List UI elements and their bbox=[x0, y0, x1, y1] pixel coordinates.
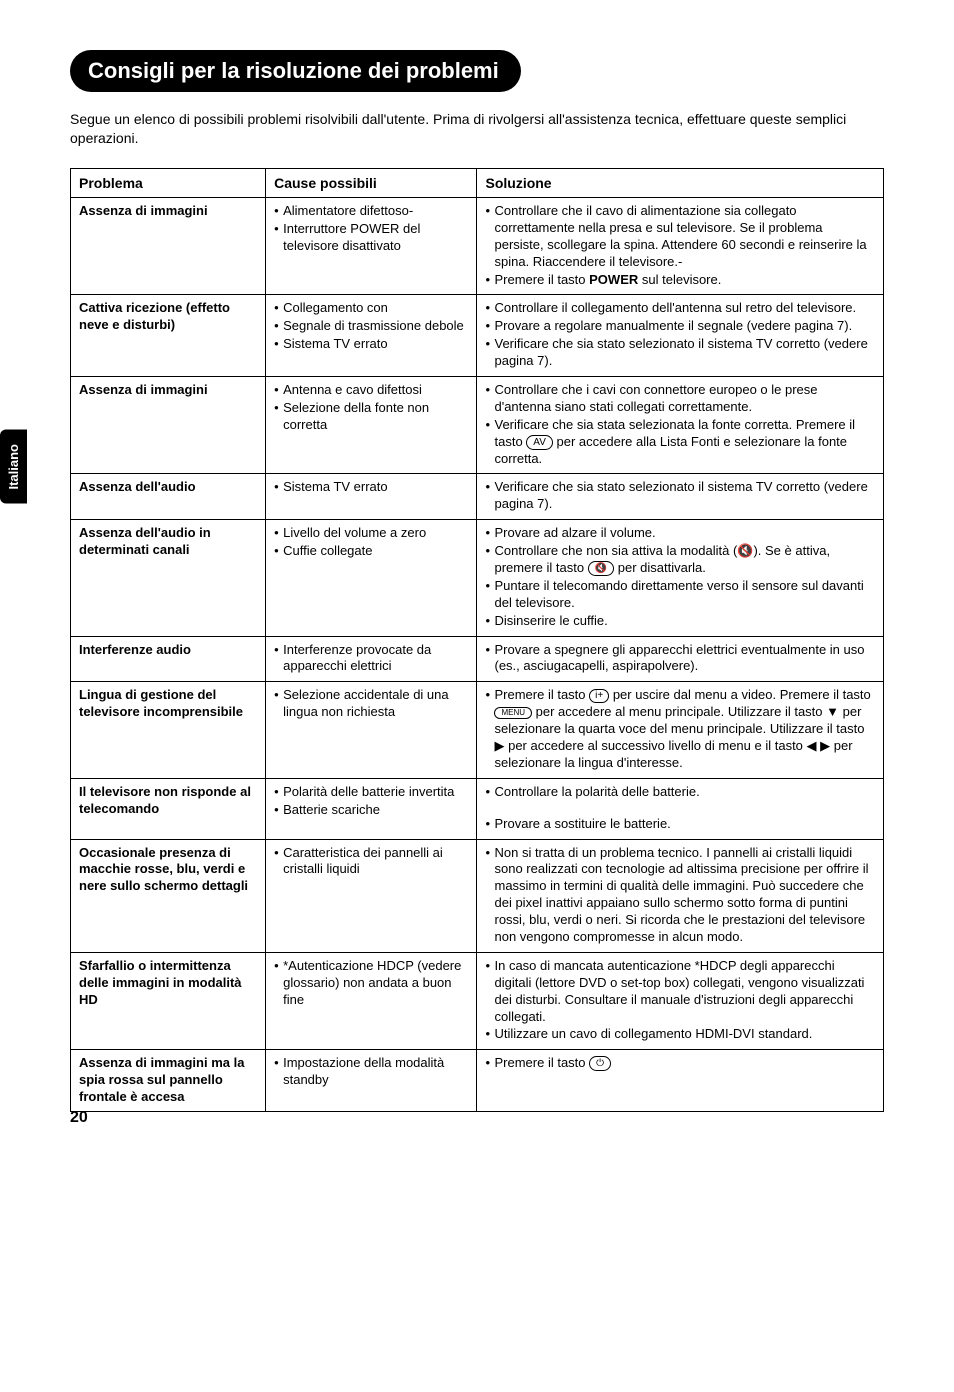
cause-cell: Livello del volume a zeroCuffie collegat… bbox=[266, 520, 477, 636]
problem-cell: Sfarfallio o intermittenza delle immagin… bbox=[71, 952, 266, 1049]
problem-cell: Occasionale presenza di macchie rosse, b… bbox=[71, 839, 266, 952]
problem-cell: Assenza di immagini ma la spia rossa sul… bbox=[71, 1050, 266, 1112]
troubleshooting-table: Problema Cause possibili Soluzione Assen… bbox=[70, 168, 884, 1112]
table-row: Cattiva ricezione (effetto neve e distur… bbox=[71, 295, 884, 377]
cause-cell: *Autenticazione HDCP (vedere glossario) … bbox=[266, 952, 477, 1049]
header-problem: Problema bbox=[71, 168, 266, 197]
cause-cell: Caratteristica dei pannelli ai cristalli… bbox=[266, 839, 477, 952]
page-number: 20 bbox=[70, 1109, 88, 1127]
solution-cell: Premere il tasto i+ per uscire dal menu … bbox=[477, 682, 884, 778]
solution-cell: Controllare il collegamento dell'antenna… bbox=[477, 295, 884, 377]
problem-cell: Assenza dell'audio bbox=[71, 474, 266, 520]
table-row: Assenza di immaginiAlimentatore difettos… bbox=[71, 197, 884, 294]
side-tab-language: Italiano bbox=[0, 430, 27, 504]
cause-cell: Antenna e cavo difettosiSelezione della … bbox=[266, 376, 477, 473]
cause-cell: Interferenze provocate da apparecchi ele… bbox=[266, 636, 477, 682]
table-row: Assenza dell'audioSistema TV erratoVerif… bbox=[71, 474, 884, 520]
problem-cell: Interferenze audio bbox=[71, 636, 266, 682]
solution-cell: Controllare che il cavo di alimentazione… bbox=[477, 197, 884, 294]
cause-cell: Collegamento conSegnale di trasmissione … bbox=[266, 295, 477, 377]
problem-cell: Assenza di immagini bbox=[71, 197, 266, 294]
table-row: Assenza di immagini ma la spia rossa sul… bbox=[71, 1050, 884, 1112]
table-row: Assenza di immaginiAntenna e cavo difett… bbox=[71, 376, 884, 473]
problem-cell: Cattiva ricezione (effetto neve e distur… bbox=[71, 295, 266, 377]
solution-cell: Provare a spegnere gli apparecchi elettr… bbox=[477, 636, 884, 682]
table-row: Sfarfallio o intermittenza delle immagin… bbox=[71, 952, 884, 1049]
solution-cell: Verificare che sia stato selezionato il … bbox=[477, 474, 884, 520]
problem-cell: Assenza di immagini bbox=[71, 376, 266, 473]
solution-cell: Non si tratta di un problema tecnico. I … bbox=[477, 839, 884, 952]
cause-cell: Polarità delle batterie invertitaBatteri… bbox=[266, 778, 477, 839]
table-row: Interferenze audioInterferenze provocate… bbox=[71, 636, 884, 682]
solution-cell: Controllare che i cavi con connettore eu… bbox=[477, 376, 884, 473]
cause-cell: Impostazione della modalità standby bbox=[266, 1050, 477, 1112]
table-row: Occasionale presenza di macchie rosse, b… bbox=[71, 839, 884, 952]
cause-cell: Sistema TV errato bbox=[266, 474, 477, 520]
cause-cell: Selezione accidentale di una lingua non … bbox=[266, 682, 477, 778]
cause-cell: Alimentatore difettoso-Interruttore POWE… bbox=[266, 197, 477, 294]
table-row: Lingua di gestione del televisore incomp… bbox=[71, 682, 884, 778]
table-row: Il televisore non risponde al telecomand… bbox=[71, 778, 884, 839]
problem-cell: Il televisore non risponde al telecomand… bbox=[71, 778, 266, 839]
header-cause: Cause possibili bbox=[266, 168, 477, 197]
intro-text: Segue un elenco di possibili problemi ri… bbox=[70, 110, 884, 148]
header-solution: Soluzione bbox=[477, 168, 884, 197]
solution-cell: Controllare la polarità delle batterie.P… bbox=[477, 778, 884, 839]
problem-cell: Lingua di gestione del televisore incomp… bbox=[71, 682, 266, 778]
page-title: Consigli per la risoluzione dei problemi bbox=[70, 50, 521, 92]
solution-cell: Premere il tasto ⏻ bbox=[477, 1050, 884, 1112]
solution-cell: In caso di mancata autenticazione *HDCP … bbox=[477, 952, 884, 1049]
solution-cell: Provare ad alzare il volume.Controllare … bbox=[477, 520, 884, 636]
problem-cell: Assenza dell'audio in determinati canali bbox=[71, 520, 266, 636]
table-row: Assenza dell'audio in determinati canali… bbox=[71, 520, 884, 636]
